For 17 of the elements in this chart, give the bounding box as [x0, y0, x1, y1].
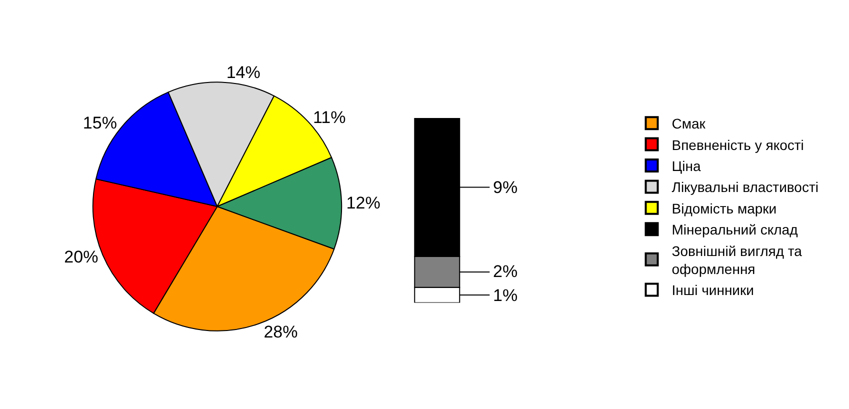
- data-label: 20%: [64, 247, 98, 266]
- legend-label: Відомість марки: [672, 200, 777, 216]
- data-label: 9%: [493, 178, 518, 197]
- data-label: 12%: [346, 194, 380, 213]
- text: Інші чинники: [672, 282, 754, 298]
- legend-label: Мінеральний склад: [672, 222, 798, 238]
- data-label: 11%: [312, 108, 346, 127]
- data-label: 28%: [264, 322, 298, 342]
- legend-label: Смак: [672, 116, 706, 132]
- data-label: 14%: [226, 63, 260, 82]
- data-label: 2%: [493, 262, 518, 281]
- legend-label: Впевненість у якості: [672, 136, 804, 153]
- data-label: 15%: [82, 114, 117, 133]
- legend-label: Лікувальні властивості: [672, 179, 818, 196]
- legend-label: Ціна: [672, 158, 701, 174]
- data-label: 1%: [493, 286, 518, 305]
- legend-label: Зовнішній вигляд та оформлення: [672, 242, 802, 277]
